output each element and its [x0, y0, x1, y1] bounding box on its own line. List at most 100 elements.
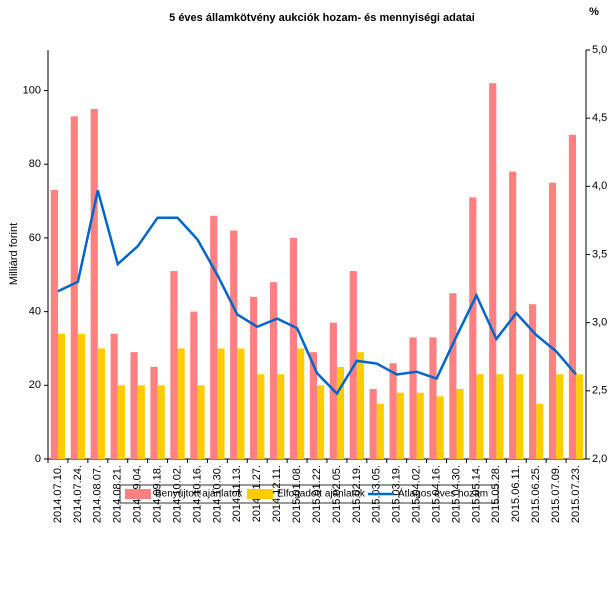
bar — [489, 83, 497, 459]
bar — [289, 237, 298, 459]
x-tick-label: 2014.09.18. — [151, 465, 163, 523]
bar — [150, 366, 158, 459]
bar — [90, 108, 98, 459]
bar — [529, 304, 537, 459]
legend-swatch — [125, 489, 151, 499]
bar — [190, 311, 198, 459]
bar — [230, 230, 238, 459]
y-label: Milliárd forint — [8, 223, 20, 285]
bar — [237, 348, 245, 459]
bar — [396, 392, 404, 459]
chart-title: 5 éves államkötvény aukciók hozam- és me… — [169, 12, 475, 24]
x-tick-label: 2015.01.22. — [311, 465, 323, 523]
bar — [469, 197, 477, 459]
bar — [476, 374, 484, 459]
bar — [449, 293, 457, 459]
bar — [137, 385, 145, 459]
bar — [257, 374, 265, 459]
x-tick-label: 2015.01.08. — [291, 465, 303, 523]
bar — [309, 352, 317, 459]
x-tick-label: 2015.06.25. — [530, 465, 542, 523]
bar — [170, 271, 178, 459]
x-tick-label: 2015.05.14. — [470, 465, 482, 523]
x-tick-label: 2015.07.23. — [570, 465, 582, 523]
y2-tick-label: 2,0 — [592, 453, 607, 465]
bar — [317, 385, 325, 459]
x-tick-label: 2015.02.19. — [351, 465, 363, 523]
bar — [456, 388, 464, 459]
bar — [177, 348, 185, 459]
y-tick-label: 80 — [29, 158, 41, 170]
bar — [336, 366, 345, 459]
x-tick-label: 2015.05.28. — [490, 465, 502, 523]
bar — [389, 363, 397, 459]
bar — [70, 116, 78, 459]
bar — [409, 337, 417, 459]
bar — [57, 333, 66, 459]
bar — [516, 374, 524, 459]
x-tick-label: 2015.07.09. — [550, 465, 562, 523]
x-tick-label: 2014.08.07. — [92, 465, 104, 523]
bar — [157, 385, 165, 459]
bar — [536, 403, 544, 459]
y-tick-label: 60 — [29, 232, 41, 244]
bar — [376, 403, 384, 459]
y-tick-label: 100 — [23, 84, 41, 96]
bar — [210, 215, 218, 459]
y-tick-label: 0 — [35, 453, 41, 465]
y2-tick-label: 4,0 — [592, 180, 607, 192]
y2-tick-label: 4,5 — [592, 112, 607, 124]
bar — [217, 348, 225, 459]
x-tick-label: 2015.04.16. — [430, 465, 442, 523]
bar — [509, 171, 517, 459]
line — [57, 190, 577, 396]
x-tick-label: 2014.07.10. — [52, 465, 64, 523]
bar — [197, 385, 205, 459]
x-tick-label: 2014.11.13. — [231, 465, 243, 522]
bar — [416, 392, 424, 459]
bar — [130, 352, 138, 459]
x-tick-label: 2015.06.11. — [510, 465, 522, 522]
y2-tick-label: 2,5 — [592, 385, 607, 397]
x-tick-label: 2014.07.24. — [72, 465, 84, 523]
x-tick-label: 2015.04.02. — [411, 465, 423, 523]
x-tick-label: 2015.04.30. — [450, 465, 462, 523]
x-tick-label: 2015.02.05. — [331, 465, 343, 523]
bar — [356, 352, 365, 459]
bar — [269, 282, 278, 459]
bar — [277, 374, 285, 459]
legend-label: Átlagos éves hozam — [398, 487, 488, 500]
bar — [50, 190, 58, 460]
x-tick-label: 2014.08.21. — [112, 465, 124, 523]
bar — [436, 396, 444, 459]
bar — [77, 333, 86, 459]
legend-label: Elfogadott ajánlatok — [277, 489, 366, 500]
y-tick-label: 20 — [29, 379, 41, 391]
bar — [496, 374, 504, 459]
y2-tick-label: 3,0 — [592, 317, 607, 329]
x-tick-label: 2015.03.19. — [391, 465, 403, 523]
bar — [297, 348, 305, 459]
y-tick-label: 40 — [29, 306, 41, 318]
x-tick-label: 2014.10.02. — [171, 465, 183, 523]
bar — [97, 348, 105, 459]
y2-label: % — [589, 6, 599, 18]
y2-tick-label: 3,5 — [592, 248, 607, 260]
legend — [119, 484, 499, 504]
legend-label: Benyújtott ajánlatok — [155, 489, 243, 500]
x-tick-label: 2014.10.30. — [211, 465, 223, 523]
bar — [429, 337, 437, 459]
bar — [110, 333, 118, 459]
bar — [250, 296, 258, 459]
y2-tick-label: 5,0 — [592, 44, 607, 56]
bar — [369, 388, 377, 459]
x-tick-label: 2014.10.16. — [191, 465, 203, 523]
x-tick-label: 2014.12.11. — [271, 465, 283, 522]
bar — [556, 374, 564, 459]
bar — [117, 385, 125, 459]
legend-swatch — [247, 489, 273, 499]
bar — [576, 374, 584, 459]
bar — [548, 182, 557, 459]
bar — [568, 134, 577, 459]
